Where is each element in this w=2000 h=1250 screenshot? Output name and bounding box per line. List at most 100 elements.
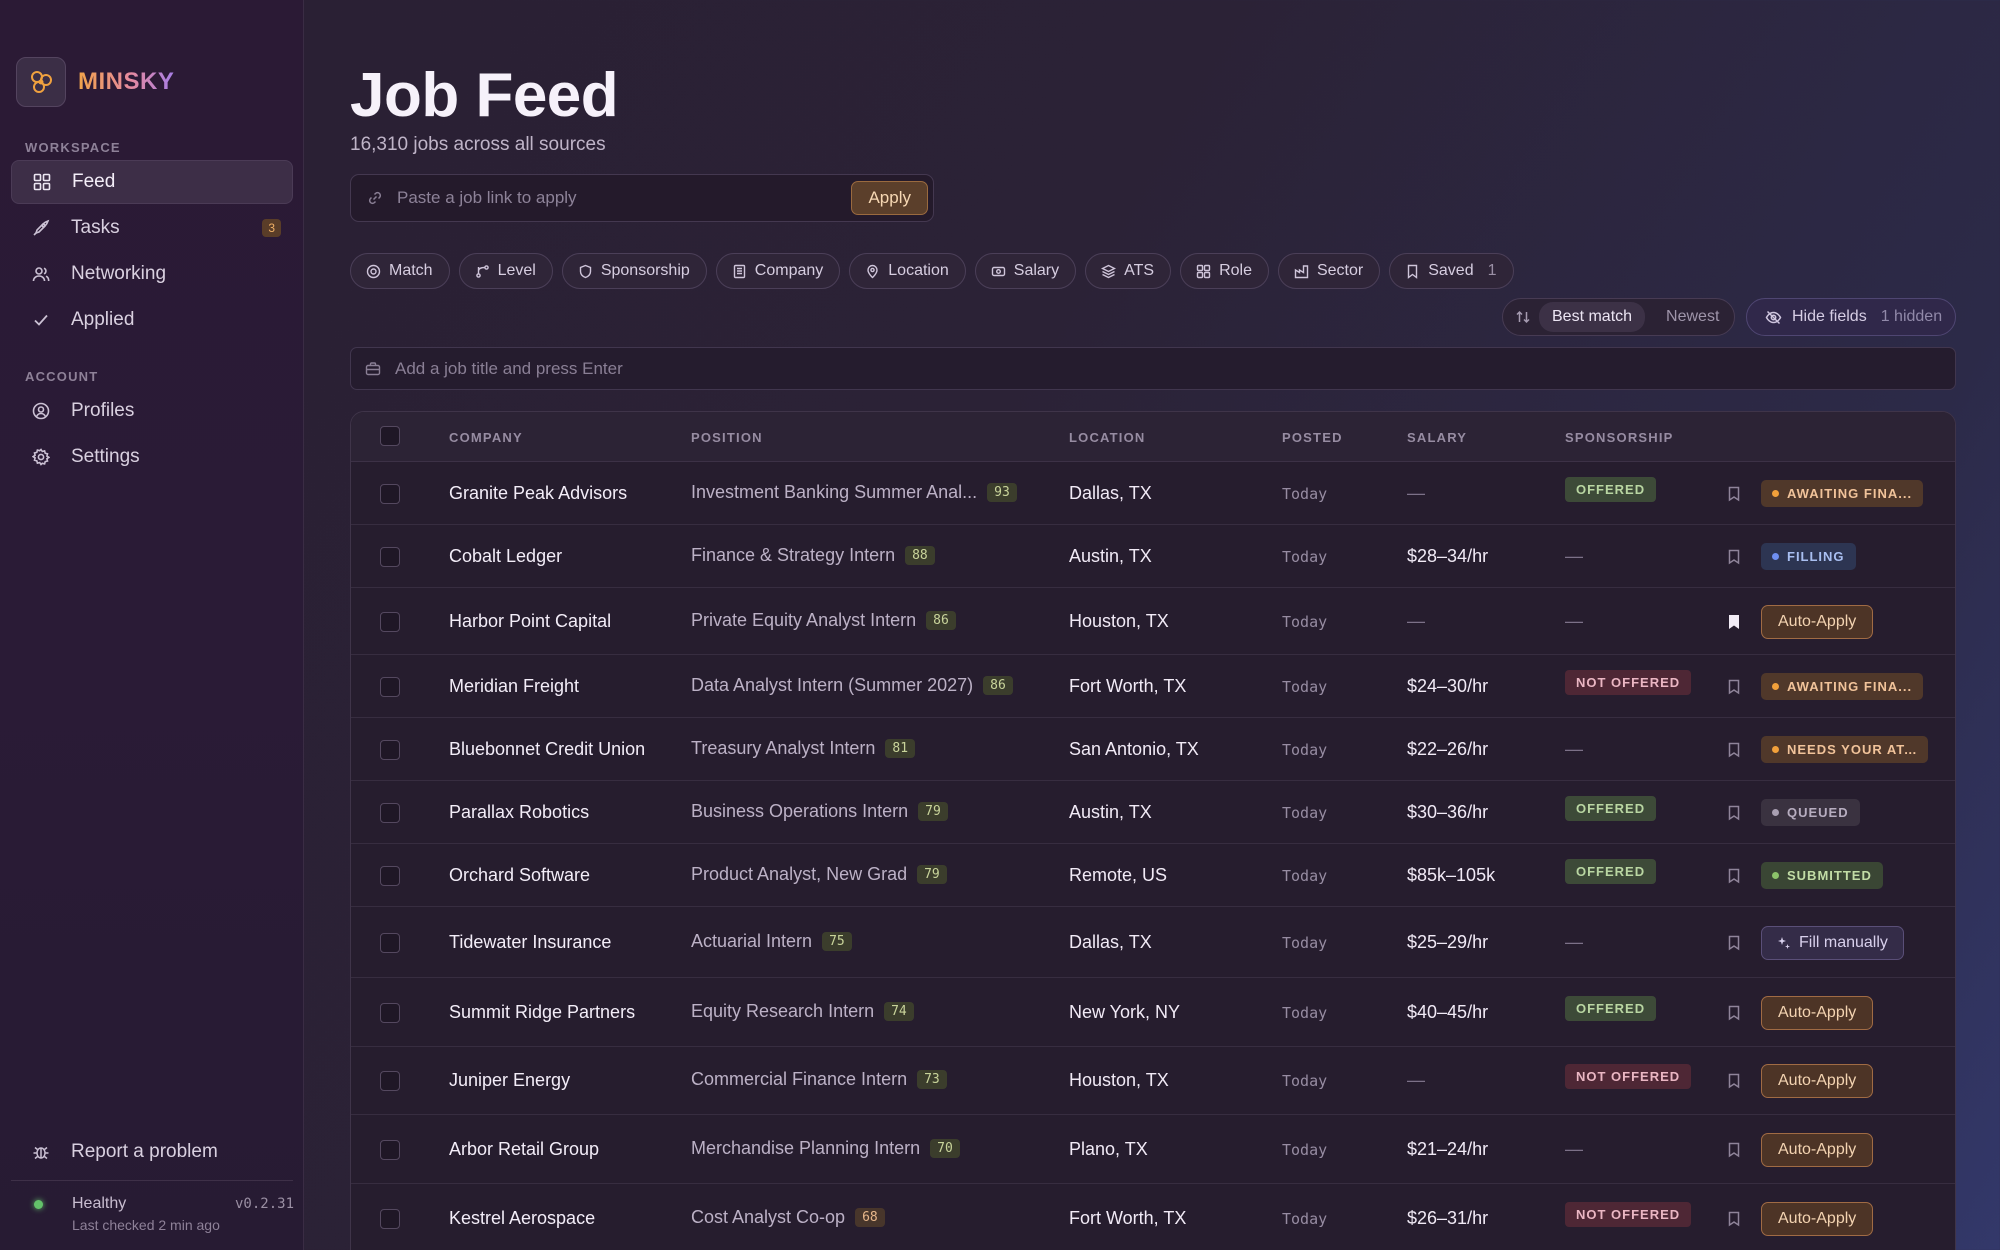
table-row[interactable]: Parallax Robotics Business Operations Int…: [351, 781, 1955, 844]
company-name[interactable]: Arbor Retail Group: [449, 1138, 600, 1159]
position-cell[interactable]: Cost Analyst Co-op 68: [691, 1207, 885, 1228]
row-checkbox[interactable]: [380, 546, 400, 567]
position-title[interactable]: Private Equity Analyst Intern: [691, 609, 917, 630]
position-title[interactable]: Product Analyst, New Grad: [691, 863, 908, 884]
bookmark-icon[interactable]: [1727, 549, 1741, 565]
filter-saved[interactable]: Saved 1: [1389, 253, 1514, 289]
table-row[interactable]: Harbor Point Capital Private Equity Analy…: [351, 588, 1955, 655]
column-header-position[interactable]: POSITION: [691, 430, 763, 445]
row-checkbox[interactable]: [380, 1139, 400, 1160]
row-checkbox[interactable]: [380, 1208, 400, 1229]
job-link-input[interactable]: [397, 188, 837, 208]
bookmark-icon[interactable]: [1727, 1142, 1741, 1158]
sort-newest[interactable]: Newest: [1666, 308, 1720, 325]
bookmark-icon[interactable]: [1727, 614, 1741, 630]
filter-company[interactable]: Company: [715, 253, 841, 289]
filter-salary[interactable]: Salary: [974, 253, 1077, 289]
position-cell[interactable]: Investment Banking Summer Anal... 93: [691, 482, 1017, 503]
row-checkbox[interactable]: [380, 932, 400, 953]
company-name[interactable]: Summit Ridge Partners: [449, 1001, 636, 1022]
bookmark-icon[interactable]: [1727, 935, 1741, 951]
bookmark-icon[interactable]: [1727, 1005, 1741, 1021]
table-row[interactable]: Kestrel Aerospace Cost Analyst Co-op 68 For…: [351, 1184, 1955, 1250]
row-checkbox[interactable]: [380, 865, 400, 886]
position-cell[interactable]: Treasury Analyst Intern 81: [691, 737, 916, 759]
table-row[interactable]: Cobalt Ledger Finance & Strategy Intern 88…: [351, 525, 1955, 588]
row-checkbox[interactable]: [380, 611, 400, 632]
filter-level[interactable]: Level: [458, 253, 553, 289]
filter-sector[interactable]: Sector: [1277, 253, 1381, 289]
position-cell[interactable]: Data Analyst Intern (Summer 2027) 86: [691, 675, 1013, 696]
company-name[interactable]: Meridian Freight: [449, 675, 580, 696]
position-cell[interactable]: Finance & Strategy Intern 88: [691, 545, 935, 566]
apply-link-button[interactable]: Apply: [851, 181, 928, 215]
table-row[interactable]: Juniper Energy Commercial Finance Intern 7…: [351, 1047, 1955, 1115]
table-row[interactable]: Meridian Freight Data Analyst Intern (Sum…: [351, 655, 1955, 718]
position-title[interactable]: Actuarial Intern: [691, 930, 813, 951]
row-checkbox[interactable]: [380, 1071, 400, 1091]
report-problem-button[interactable]: Report a problem: [11, 1130, 293, 1174]
company-name[interactable]: Orchard Software: [449, 864, 591, 885]
company-name[interactable]: Kestrel Aerospace: [449, 1207, 596, 1228]
bookmark-icon[interactable]: [1727, 742, 1741, 758]
hide-fields-button[interactable]: Hide fields 1 hidden: [1746, 298, 1956, 336]
table-row[interactable]: Summit Ridge Partners Equity Research Int…: [351, 978, 1955, 1047]
row-checkbox[interactable]: [380, 483, 400, 504]
table-row[interactable]: Tidewater Insurance Actuarial Intern 75 Dal…: [351, 907, 1955, 978]
company-name[interactable]: Bluebonnet Credit Union: [449, 738, 646, 759]
auto-apply-button[interactable]: Auto-Apply: [1761, 1132, 1874, 1167]
add-job-title-input[interactable]: [395, 358, 1795, 379]
sidebar-item-settings[interactable]: Settings: [11, 435, 293, 479]
fill-manually-button[interactable]: Fill manually: [1761, 925, 1904, 960]
column-header-location[interactable]: LOCATION: [1069, 430, 1146, 445]
auto-apply-button[interactable]: Auto-Apply: [1761, 1064, 1874, 1098]
position-cell[interactable]: Private Equity Analyst Intern 86: [691, 610, 956, 631]
company-name[interactable]: Parallax Robotics: [449, 801, 590, 822]
bookmark-icon[interactable]: [1727, 805, 1741, 821]
filter-ats[interactable]: ATS: [1085, 253, 1172, 289]
select-all-checkbox[interactable]: [380, 426, 400, 446]
position-cell[interactable]: Merchandise Planning Intern 70: [691, 1138, 960, 1159]
position-title[interactable]: Data Analyst Intern (Summer 2027): [691, 674, 974, 695]
bookmark-icon[interactable]: [1727, 1073, 1741, 1089]
position-cell[interactable]: Business Operations Intern 79: [691, 801, 948, 822]
position-cell[interactable]: Commercial Finance Intern 73: [691, 1069, 947, 1090]
position-cell[interactable]: Product Analyst, New Grad 79: [691, 864, 947, 885]
row-checkbox[interactable]: [380, 802, 400, 823]
bookmark-icon[interactable]: [1727, 486, 1741, 502]
sidebar-item-networking[interactable]: Networking: [11, 252, 293, 296]
brand[interactable]: MINSKY: [16, 57, 174, 107]
sidebar-item-profiles[interactable]: Profiles: [11, 389, 293, 433]
filter-role[interactable]: Role: [1180, 253, 1269, 289]
bookmark-icon[interactable]: [1727, 1211, 1741, 1227]
company-name[interactable]: Granite Peak Advisors: [449, 482, 628, 503]
company-name[interactable]: Cobalt Ledger: [449, 545, 563, 566]
position-title[interactable]: Investment Banking Summer Anal...: [691, 481, 978, 502]
auto-apply-button[interactable]: Auto-Apply: [1761, 1201, 1874, 1236]
bookmark-icon[interactable]: [1727, 679, 1741, 695]
position-cell[interactable]: Equity Research Intern 74: [691, 1001, 914, 1022]
position-title[interactable]: Commercial Finance Intern: [691, 1069, 908, 1089]
filter-location[interactable]: Location: [849, 253, 966, 289]
table-row[interactable]: Arbor Retail Group Merchandise Planning I…: [351, 1115, 1955, 1184]
filter-sponsorship[interactable]: Sponsorship: [561, 253, 707, 289]
company-name[interactable]: Tidewater Insurance: [449, 931, 612, 952]
auto-apply-button[interactable]: Auto-Apply: [1761, 995, 1874, 1030]
table-row[interactable]: Granite Peak Advisors Investment Banking …: [351, 462, 1955, 525]
row-checkbox[interactable]: [380, 739, 400, 760]
company-name[interactable]: Harbor Point Capital: [449, 610, 612, 631]
position-title[interactable]: Cost Analyst Co-op: [691, 1206, 846, 1227]
position-title[interactable]: Treasury Analyst Intern: [691, 737, 876, 758]
row-checkbox[interactable]: [380, 1002, 400, 1023]
column-header-salary[interactable]: SALARY: [1407, 430, 1468, 445]
position-title[interactable]: Finance & Strategy Intern: [691, 544, 896, 565]
table-row[interactable]: Orchard Software Product Analyst, New Gra…: [351, 844, 1955, 907]
row-checkbox[interactable]: [380, 676, 400, 697]
table-row[interactable]: Bluebonnet Credit Union Treasury Analyst …: [351, 718, 1955, 781]
column-header-company[interactable]: COMPANY: [449, 430, 523, 445]
position-title[interactable]: Merchandise Planning Intern: [691, 1137, 921, 1158]
position-cell[interactable]: Actuarial Intern 75: [691, 931, 852, 952]
sort-best-match[interactable]: Best match: [1539, 302, 1646, 332]
bookmark-icon[interactable]: [1727, 868, 1741, 884]
sidebar-item-feed[interactable]: Feed: [11, 160, 293, 204]
